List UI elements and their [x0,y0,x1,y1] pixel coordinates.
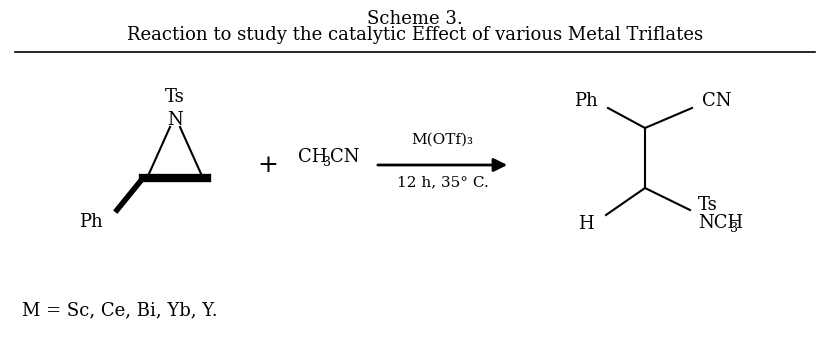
Text: H: H [579,215,594,233]
Text: 3: 3 [730,223,738,236]
Text: Scheme 3.: Scheme 3. [367,10,463,28]
Text: NCH: NCH [698,214,743,232]
Text: 12 h, 35° C.: 12 h, 35° C. [397,175,488,189]
Text: M = Sc, Ce, Bi, Yb, Y.: M = Sc, Ce, Bi, Yb, Y. [22,301,217,319]
Text: CN: CN [702,92,731,110]
Text: Ts: Ts [698,196,718,214]
Text: +: + [257,154,278,177]
Text: Ts: Ts [165,88,185,106]
Text: 3: 3 [323,157,331,169]
Text: Ph: Ph [574,92,598,110]
Text: M(OTf)₃: M(OTf)₃ [412,133,473,147]
Text: Reaction to study the catalytic Effect of various Metal Triflates: Reaction to study the catalytic Effect o… [127,26,703,44]
Text: N: N [167,111,183,129]
Text: CH: CH [298,148,327,166]
Text: CN: CN [330,148,359,166]
Text: Ph: Ph [79,213,103,231]
